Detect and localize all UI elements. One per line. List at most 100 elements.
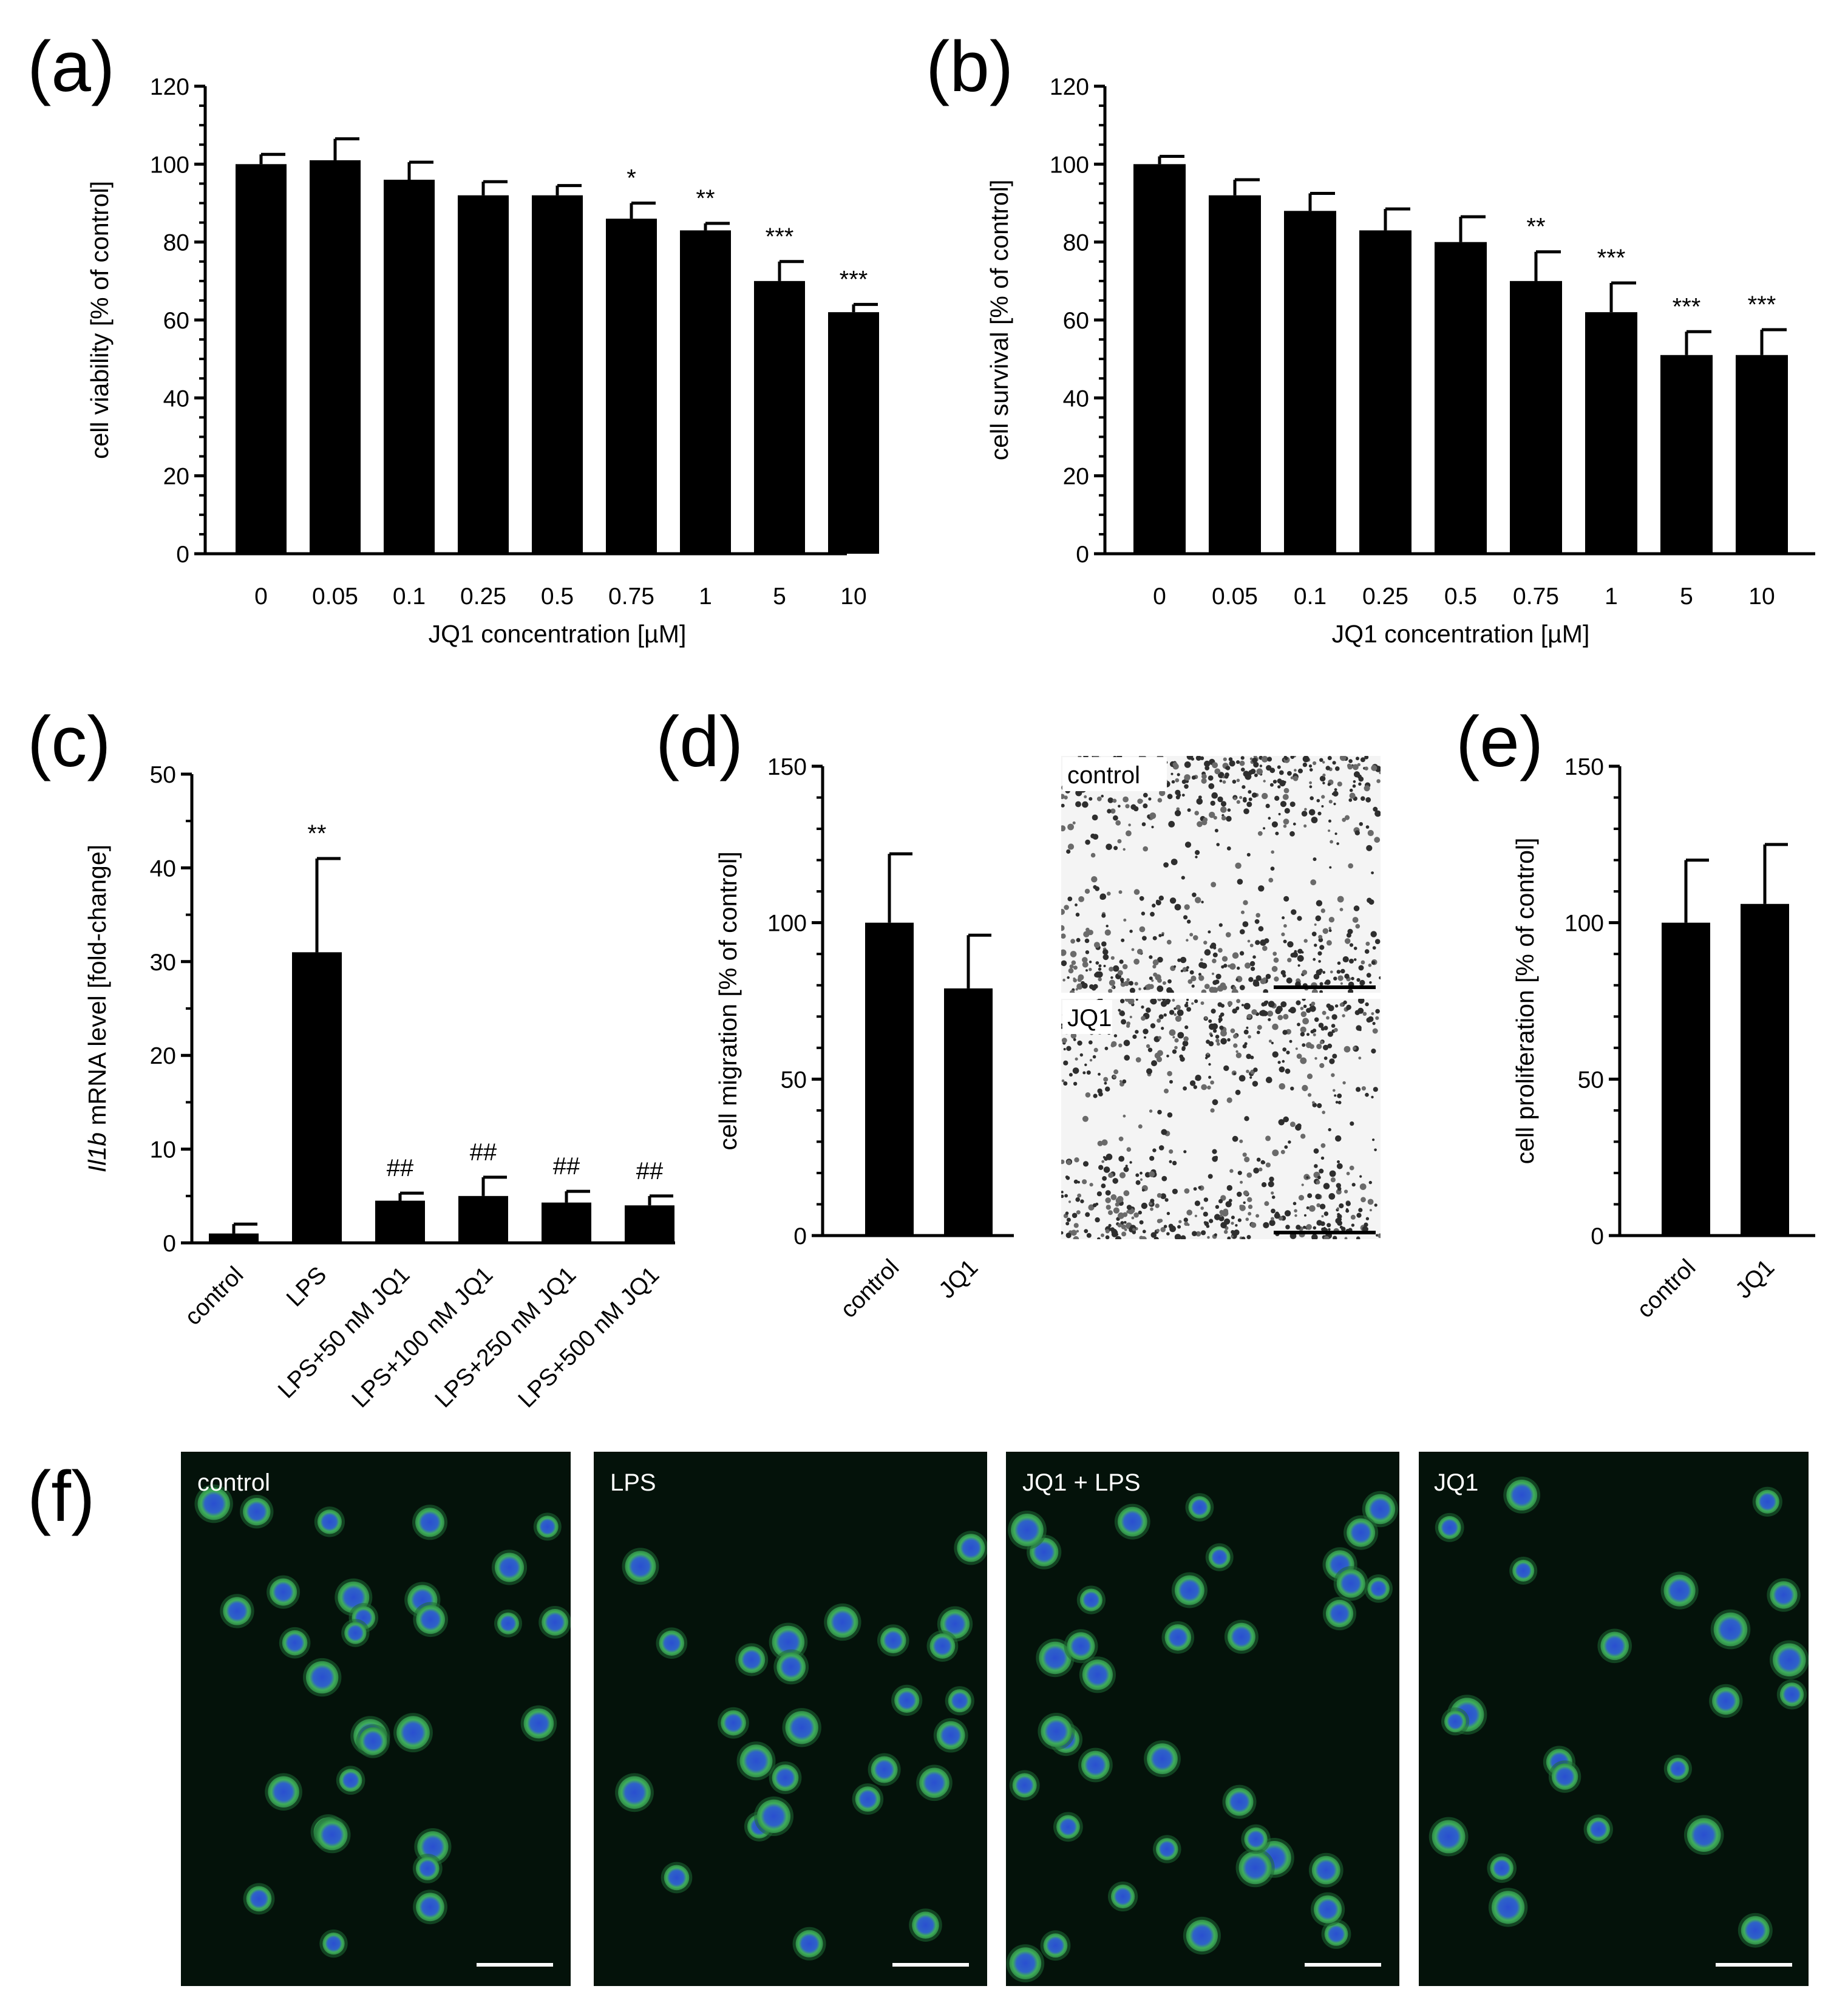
cell-dot	[1302, 1084, 1308, 1092]
cell	[1713, 1612, 1748, 1647]
cell	[1311, 1855, 1340, 1885]
cell-dot	[1115, 1202, 1119, 1207]
cell-dot	[1319, 945, 1325, 950]
cell-dot	[1213, 1029, 1217, 1033]
cell-dot	[1065, 1176, 1070, 1180]
cell-dot	[1282, 794, 1289, 800]
cell-dot	[1143, 846, 1148, 852]
cell	[542, 1609, 568, 1636]
cell-dot	[1309, 781, 1313, 784]
cell-dot	[1331, 792, 1334, 795]
cell-dot	[1241, 1236, 1246, 1239]
cell-dot	[1246, 1069, 1249, 1073]
cell-dot	[1203, 940, 1208, 945]
cell-dot	[1272, 1051, 1279, 1058]
x-tick-label: 1	[1605, 583, 1618, 610]
cell-dot	[1078, 974, 1084, 981]
cell-dot	[1141, 1188, 1145, 1192]
cell-dot	[1285, 1068, 1291, 1074]
cell-dot	[1375, 1016, 1379, 1020]
cell-dot	[1322, 781, 1325, 784]
cell-dot	[1225, 1201, 1232, 1208]
cell-dot	[1095, 961, 1099, 965]
y-tick-label: 20	[1063, 464, 1089, 490]
cell-dot	[1227, 1038, 1231, 1042]
cell-dot	[1105, 1197, 1111, 1203]
cell-dot	[1284, 1145, 1288, 1149]
cell-dot	[1061, 960, 1067, 967]
cell-dot	[1230, 1028, 1235, 1033]
cell-dot	[1379, 771, 1381, 775]
cell	[306, 1661, 339, 1694]
cell-dot	[1151, 826, 1154, 829]
cell-dot	[1373, 806, 1378, 812]
cell-dot	[1248, 1212, 1252, 1216]
cell-dot	[1073, 1038, 1076, 1041]
cell-dot	[1118, 890, 1123, 894]
cell-dot	[1300, 1032, 1305, 1037]
bar	[532, 195, 583, 554]
cell-dot	[1113, 1207, 1119, 1214]
cell-dot	[1211, 972, 1215, 975]
cell-dot	[1232, 780, 1237, 784]
cell	[894, 1687, 920, 1713]
cell-dot	[1106, 843, 1112, 851]
cell-dot	[1245, 962, 1251, 969]
cell	[1336, 1569, 1365, 1598]
cell-dot	[1353, 1046, 1357, 1050]
cell-dot	[1061, 1191, 1064, 1194]
cell-dot	[1349, 943, 1354, 947]
cell-dot	[1189, 933, 1194, 937]
cell-dot	[1337, 1101, 1342, 1104]
cell-dot	[1323, 1183, 1330, 1189]
x-tick-label: LPS+100 nM JQ1	[347, 1262, 498, 1413]
cell-dot	[1182, 1040, 1189, 1047]
cell-dot	[1250, 1055, 1254, 1060]
cell-dot	[1177, 958, 1181, 962]
cell-dot	[1065, 1233, 1072, 1239]
cell-dot	[1125, 1165, 1128, 1168]
cell-dot	[1278, 1119, 1285, 1126]
cell-dot	[1321, 1215, 1324, 1218]
cell-dot	[1219, 1026, 1224, 1030]
cell-dot	[1152, 1148, 1157, 1152]
cell-dot	[1149, 812, 1157, 819]
cell-dot	[1158, 934, 1162, 937]
cell-dot	[1201, 1084, 1208, 1090]
cell-dot	[1233, 1043, 1238, 1048]
cell-dot	[1121, 1224, 1126, 1230]
cell-dot	[1235, 862, 1242, 869]
cell-dot	[1161, 1001, 1167, 1007]
cell-dot	[1279, 780, 1286, 787]
cell-dot	[1340, 968, 1345, 974]
cell-dot	[1218, 948, 1223, 953]
cell-dot	[1242, 798, 1247, 803]
cell-dot	[1149, 1171, 1155, 1177]
bar	[310, 160, 361, 554]
significance-label: ***	[1597, 245, 1626, 271]
cell-dot	[1084, 1229, 1089, 1233]
cell-dot	[1323, 1236, 1330, 1239]
cell-dot	[1184, 1188, 1190, 1194]
cell-dot	[1167, 1112, 1173, 1118]
cell-dot	[1225, 766, 1231, 770]
cell-dot	[1346, 933, 1351, 938]
cell-dot	[1092, 1055, 1096, 1059]
cell-dot	[1311, 1234, 1318, 1239]
cell-dot	[1311, 931, 1317, 937]
cell-dot	[1122, 1079, 1127, 1084]
cell-dot	[1337, 1094, 1342, 1098]
cell-dot	[1283, 824, 1287, 828]
cell-dot	[1187, 979, 1193, 984]
cell-dot	[1218, 1199, 1223, 1203]
cell-dot	[1280, 801, 1287, 808]
bar	[1435, 242, 1487, 554]
cell	[1174, 1575, 1204, 1605]
cell-dot	[1297, 964, 1300, 967]
cell-dot	[1336, 1207, 1339, 1210]
cell-dot	[1082, 1115, 1089, 1122]
cell-dot	[1123, 796, 1129, 803]
cell-dot	[1198, 975, 1203, 980]
cell	[1687, 1818, 1721, 1852]
significance-label: ##	[387, 1155, 414, 1182]
